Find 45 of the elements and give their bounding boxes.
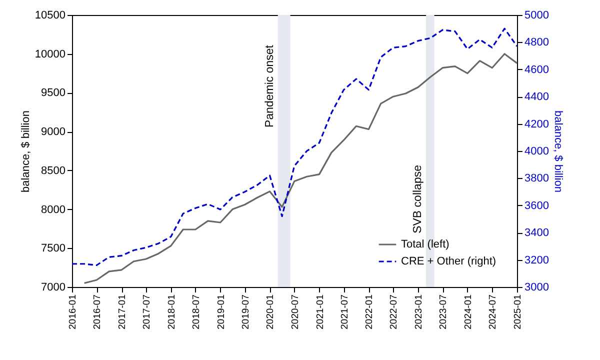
y2-tick-label: 3200 bbox=[524, 254, 549, 266]
y-tick-label: 8000 bbox=[41, 204, 66, 216]
band-label: Pandemic onset bbox=[264, 44, 276, 128]
x-tick-label: 2017-07 bbox=[142, 294, 153, 330]
x-tick-label: 2023-01 bbox=[414, 294, 425, 330]
x-tick-label: 2022-07 bbox=[388, 294, 400, 330]
x-tick-label: 2019-07 bbox=[240, 294, 252, 330]
y-tick-label: 9500 bbox=[41, 87, 66, 100]
y-tick-label: 8500 bbox=[41, 164, 66, 177]
y-axis-title: balance, $ billion bbox=[20, 110, 32, 192]
line-series bbox=[71, 28, 518, 266]
legend-label: CRE + Other (right) bbox=[401, 256, 496, 268]
legend-label: Total (left) bbox=[401, 238, 450, 250]
y-tick-label: 10000 bbox=[34, 48, 66, 60]
y-tick-label: 7500 bbox=[41, 242, 66, 255]
x-tick-label: 2024-07 bbox=[488, 294, 499, 330]
y2-tick-label: 4000 bbox=[524, 146, 549, 158]
x-tick-label: 2018-01 bbox=[166, 294, 178, 330]
x-tick-label: 2019-01 bbox=[216, 294, 227, 330]
x-tick-label: 2016-07 bbox=[92, 294, 104, 330]
y2-tick-label: 4200 bbox=[524, 118, 549, 130]
y2-tick-label: 5000 bbox=[524, 10, 549, 22]
x-tick-label: 2023-07 bbox=[438, 294, 450, 330]
x-tick-label: 2016-01 bbox=[68, 294, 78, 330]
x-tick-label: 2017-01 bbox=[117, 294, 128, 330]
x-tick-label: 2025-01 bbox=[512, 294, 524, 330]
y2-tick-label: 4800 bbox=[524, 36, 549, 49]
band-label: SVB collapse bbox=[412, 165, 424, 234]
x-tick-label: 2022-01 bbox=[364, 294, 376, 330]
y-tick-label: 9000 bbox=[41, 126, 66, 138]
x-tick-label: 2024-01 bbox=[462, 294, 474, 330]
x-tick-label: 2021-01 bbox=[314, 294, 326, 330]
y2-tick-label: 3600 bbox=[524, 200, 549, 212]
x-tick-label: 2018-07 bbox=[190, 294, 202, 330]
x-tick-label: 2020-07 bbox=[290, 294, 301, 330]
y-tick-label: 7000 bbox=[41, 282, 66, 294]
y2-tick-label: 3400 bbox=[524, 227, 549, 240]
y2-tick-label: 4400 bbox=[524, 91, 549, 104]
y2-tick-label: 3000 bbox=[524, 282, 549, 294]
y2-tick-label: 4600 bbox=[524, 64, 549, 76]
y-tick-label: 10500 bbox=[34, 10, 66, 22]
y2-tick-label: 3800 bbox=[524, 172, 549, 185]
y2-axis-title: balance, $ billion bbox=[552, 110, 564, 192]
x-tick-label: 2021-07 bbox=[339, 294, 350, 330]
x-tick-label: 2020-01 bbox=[265, 294, 276, 330]
